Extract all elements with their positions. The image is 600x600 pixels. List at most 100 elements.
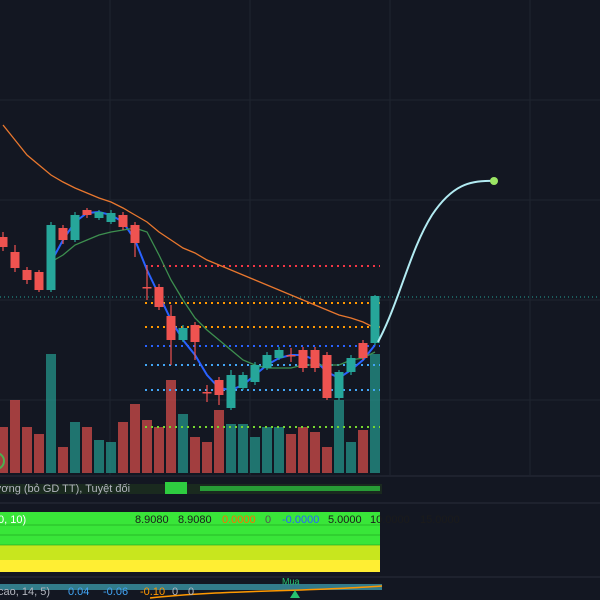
panel2-value: 5.0000 (328, 514, 362, 526)
candle-body (358, 343, 368, 358)
panel2-value: 0.0000 (222, 514, 256, 526)
panel3-line (149, 585, 383, 599)
panel2-value: 0 (265, 514, 271, 526)
candle-body (154, 287, 164, 307)
panel2-value: 8.9080 (178, 514, 212, 526)
price-pane (0, 124, 600, 473)
moving-average (2, 124, 376, 329)
candle-body (370, 296, 380, 343)
volume-bar (58, 447, 68, 473)
panel3-value: 0.04 (68, 586, 89, 598)
candle-body (190, 325, 200, 342)
volume-bar (46, 354, 56, 473)
panel3-value: 0 (188, 586, 194, 598)
candle-body (142, 287, 152, 289)
volume-bar (298, 427, 308, 473)
candle-body (202, 392, 212, 394)
candle-body (130, 225, 140, 243)
moving-average (50, 210, 376, 392)
panel1-band (0, 484, 382, 494)
marker (0, 452, 5, 470)
panel3-label: cao, 14, 5) (0, 586, 50, 598)
volume-bar (262, 427, 272, 473)
volume-bar (310, 432, 320, 473)
volume-bar (106, 442, 116, 473)
candle-body (70, 215, 80, 240)
panel3-value: -0.10 (140, 586, 165, 598)
candle-body (226, 375, 236, 408)
candle-body (46, 225, 56, 290)
candle-body (298, 350, 308, 368)
candle-body (10, 252, 20, 268)
panel3-histogram (0, 584, 382, 590)
panel2-label: 0, 10) (0, 514, 26, 526)
volume-bar (94, 440, 104, 473)
volume-bar (178, 414, 188, 473)
candle-body (34, 272, 44, 290)
panel2-value: -0.0000 (282, 514, 319, 526)
panel1-label: ương (bỏ GD TT), Tuyệt đối (0, 483, 130, 495)
candle-body (322, 355, 332, 398)
panel3-value: 0 (172, 586, 178, 598)
moving-average (50, 227, 376, 369)
panel2-value: 10.0000 (370, 514, 410, 526)
candle-body (334, 372, 344, 398)
signal-label: Mua (282, 576, 300, 586)
candle-body (250, 365, 260, 382)
volume-bar (286, 434, 296, 473)
volume-bar (238, 424, 248, 473)
volume-bar (214, 410, 224, 473)
candle-body (178, 328, 188, 340)
candle-body (0, 237, 8, 247)
volume-bar (82, 427, 92, 473)
panel1: ương (bỏ GD TT), Tuyệt đối (0, 482, 382, 495)
volume-bar (142, 420, 152, 473)
panel3-value: -0.06 (103, 586, 128, 598)
candle-body (346, 358, 356, 372)
candle-body (286, 355, 296, 357)
candle-body (106, 213, 116, 222)
projection-curve (377, 179, 495, 343)
volume-bar (154, 427, 164, 473)
grid (0, 0, 600, 475)
volume-bar (10, 400, 20, 473)
buy-arrow (290, 590, 300, 598)
volume-bar (226, 424, 236, 473)
panel3: Mua cao, 14, 5) 0.04 -0.06 -0.10 0 0 (0, 576, 383, 599)
panel2-yellow (0, 545, 380, 560)
volume-bar (274, 427, 284, 473)
candle-body (274, 350, 284, 358)
volume-bar (0, 427, 8, 473)
panel1-bar (165, 482, 187, 494)
candle-body (262, 355, 272, 368)
candle-body (310, 350, 320, 368)
volume-bar (346, 442, 356, 473)
panel2: 0, 10) 8.9080 8.9080 0.0000 0 -0.0000 5.… (0, 512, 460, 572)
panel2-value: 15.0000 (420, 514, 460, 526)
volume-bar (190, 437, 200, 473)
volume-bar (70, 422, 80, 473)
volume-bar (334, 400, 344, 473)
volume-bar (250, 437, 260, 473)
candle-body (22, 270, 32, 280)
volume-bar (34, 434, 44, 473)
candle-body (58, 228, 68, 240)
projection-point (490, 177, 498, 185)
volume-bar (370, 354, 380, 473)
candle-body (94, 212, 104, 218)
candle-body (214, 380, 224, 395)
panel2-yellow2 (0, 560, 380, 572)
candle-body (238, 375, 248, 388)
panel1-bars (200, 486, 380, 491)
volume-bar (130, 404, 140, 473)
volume-bar (22, 427, 32, 473)
candle-body (166, 316, 176, 340)
panel2-stripes (0, 524, 380, 546)
candle-body (118, 215, 128, 227)
volume-bar (322, 447, 332, 473)
candle-body (82, 210, 92, 215)
volume-bar (118, 422, 128, 473)
volume-bar (202, 442, 212, 473)
panel2-value: 8.9080 (135, 514, 169, 526)
